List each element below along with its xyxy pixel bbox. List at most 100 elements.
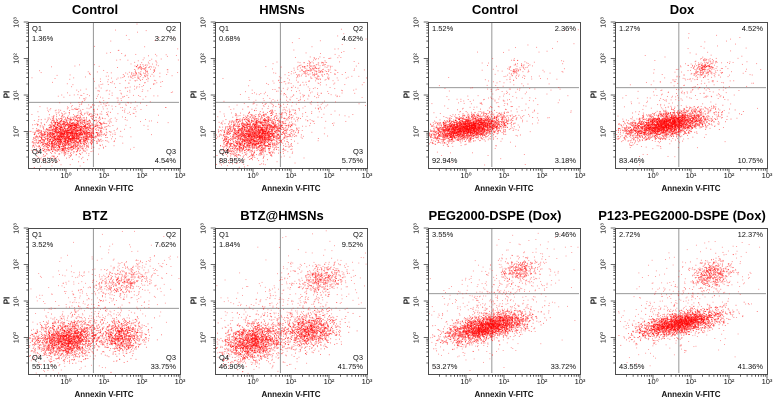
quadrant-percentage: 5.75% — [341, 156, 363, 166]
quadrant-name: Q1 — [32, 24, 43, 33]
panel-title: Dox — [669, 2, 695, 17]
panel-title: BTZ@HMSNs — [240, 208, 324, 223]
y-axis-label: PI — [402, 90, 412, 99]
y-axis-tick-label: 10¹ — [11, 89, 21, 101]
x-axis-label: Annexin V-FITC — [661, 184, 721, 193]
quadrant-name: Q2 — [165, 24, 176, 33]
x-axis-label: Annexin V-FITC — [261, 390, 321, 399]
quadrant-label-bottom-left: 83.46% — [619, 156, 644, 166]
quadrant-percentage: 2.72% — [619, 230, 641, 239]
y-axis-tick-label: 10² — [411, 53, 421, 64]
quadrant-percentage: 0.68% — [219, 33, 241, 43]
quadrant-percentage: 41.36% — [737, 362, 763, 372]
x-axis-tick-label: 10² — [536, 171, 548, 180]
quadrant-label-bottom-right: 33.72% — [551, 362, 576, 372]
y-axis-label: PI — [589, 296, 599, 305]
x-axis-tick-label: 10² — [323, 377, 335, 386]
quadrant-percentage: 12.37% — [737, 230, 763, 239]
quadrant-label-top-right: 12.37% — [738, 230, 763, 240]
y-axis-tick-label: 10² — [198, 53, 208, 64]
y-axis-tick-label: 10⁰ — [598, 331, 608, 344]
x-axis-tick-label: 10³ — [761, 171, 773, 180]
x-axis-tick-label: 10² — [723, 171, 735, 180]
x-axis-tick-label: 10¹ — [285, 171, 297, 180]
quadrant-percentage: 1.52% — [432, 24, 454, 33]
x-axis-tick-label: 10¹ — [98, 377, 110, 386]
quadrant-label-top-right: 4.52% — [742, 24, 763, 34]
y-axis-tick-label: 10³ — [198, 16, 208, 28]
quadrant-name: Q1 — [219, 230, 230, 239]
panel-btz-4: BTZ 10⁰ 10⁰ 10¹ 10¹ 10² 10² 10³ 10³ Annexin V-FIT… — [2, 206, 188, 407]
y-axis-tick-label: 10¹ — [198, 89, 208, 101]
x-axis-tick-label: 10⁰ — [460, 377, 472, 386]
quadrant-label-bottom-right: Q3 41.75% — [338, 353, 363, 373]
quadrant-label-top-right: 9.46% — [555, 230, 576, 240]
quadrant-label-bottom-right: 41.36% — [738, 362, 763, 372]
quadrant-label-top-left: 1.27% — [619, 24, 640, 34]
x-axis-tick-label: 10³ — [361, 171, 373, 180]
quadrant-percentage: 1.36% — [32, 33, 54, 43]
quadrant-percentage: 90.83% — [32, 156, 58, 166]
x-axis-label: Annexin V-FITC — [261, 184, 321, 193]
panel-title: P123-PEG2000-DSPE (Dox) — [598, 208, 766, 223]
x-axis-label: Annexin V-FITC — [661, 390, 721, 399]
quadrant-percentage: 41.75% — [337, 362, 363, 372]
y-axis-label: PI — [589, 90, 599, 99]
x-axis-tick-label: 10¹ — [685, 377, 697, 386]
panel-control-2: Control 10⁰ 10⁰ 10¹ 10¹ 10² 10² 10³ 10³ Annexin V… — [402, 0, 588, 201]
scatter-plot-canvas — [402, 0, 588, 201]
y-axis-tick-label: 10³ — [598, 222, 608, 234]
panel-title: PEG2000-DSPE (Dox) — [428, 208, 562, 223]
quadrant-percentage: 4.52% — [741, 24, 763, 33]
y-axis-tick-label: 10² — [598, 53, 608, 64]
quadrant-label-top-right: Q2 7.62% — [155, 230, 176, 250]
y-axis-tick-label: 10³ — [11, 16, 21, 28]
x-axis-tick-label: 10³ — [174, 171, 186, 180]
y-axis-tick-label: 10³ — [411, 222, 421, 234]
quadrant-percentage: 3.55% — [432, 230, 454, 239]
quadrant-label-top-left: 1.52% — [432, 24, 453, 34]
panel-p123-peg2000-dspe-dox-7: P123-PEG2000-DSPE (Dox) 10⁰ 10⁰ 10¹ 10¹ 10² 10… — [589, 206, 775, 407]
x-axis-tick-label: 10² — [136, 377, 148, 386]
quadrant-name: Q3 — [352, 352, 363, 362]
x-axis-tick-label: 10¹ — [498, 377, 510, 386]
quadrant-name: Q1 — [32, 230, 43, 239]
panel-hmsns-1: HMSNs 10⁰ 10⁰ 10¹ 10¹ 10² 10² 10³ 10³ Annexin V-F… — [189, 0, 375, 201]
quadrant-label-bottom-left: Q4 46.90% — [219, 353, 244, 373]
quadrant-percentage: 33.75% — [150, 362, 176, 372]
y-axis-tick-label: 10² — [11, 53, 21, 64]
x-axis-label: Annexin V-FITC — [74, 390, 134, 399]
scatter-plot-canvas — [189, 0, 375, 201]
y-axis-label: PI — [2, 296, 12, 305]
x-axis-tick-label: 10³ — [174, 377, 186, 386]
quadrant-name: Q4 — [219, 352, 230, 362]
panel-title: Control — [71, 2, 119, 17]
quadrant-label-bottom-right: 3.18% — [555, 156, 576, 166]
quadrant-percentage: 9.52% — [341, 239, 363, 249]
quadrant-label-bottom-left: 92.94% — [432, 156, 457, 166]
x-axis-tick-label: 10¹ — [685, 171, 697, 180]
x-axis-tick-label: 10³ — [361, 377, 373, 386]
quadrant-label-bottom-left: 43.55% — [619, 362, 644, 372]
quadrant-percentage: 3.18% — [554, 156, 576, 166]
scatter-plot-canvas — [589, 206, 775, 407]
quadrant-label-bottom-right: 10.75% — [738, 156, 763, 166]
y-axis-tick-label: 10⁰ — [598, 125, 608, 138]
quadrant-percentage: 3.27% — [154, 33, 176, 43]
quadrant-label-top-left: 2.72% — [619, 230, 640, 240]
panel-control-0: Control 10⁰ 10⁰ 10¹ 10¹ 10² 10² 10³ 10³ Annexin V… — [2, 0, 188, 201]
x-axis-tick-label: 10⁰ — [460, 171, 472, 180]
x-axis-tick-label: 10⁰ — [60, 171, 72, 180]
quadrant-label-top-left: Q1 1.36% — [32, 24, 53, 44]
y-axis-label: PI — [189, 90, 199, 99]
quadrant-name: Q3 — [165, 146, 176, 156]
quadrant-name: Q4 — [32, 146, 43, 156]
quadrant-name: Q2 — [165, 230, 176, 239]
y-axis-tick-label: 10⁰ — [411, 125, 421, 138]
scatter-plot-canvas — [2, 206, 188, 407]
scatter-plot-canvas — [589, 0, 775, 201]
quadrant-label-top-left: Q1 1.84% — [219, 230, 240, 250]
quadrant-label-top-left: Q1 3.52% — [32, 230, 53, 250]
x-axis-tick-label: 10⁰ — [647, 377, 659, 386]
y-axis-label: PI — [2, 90, 12, 99]
